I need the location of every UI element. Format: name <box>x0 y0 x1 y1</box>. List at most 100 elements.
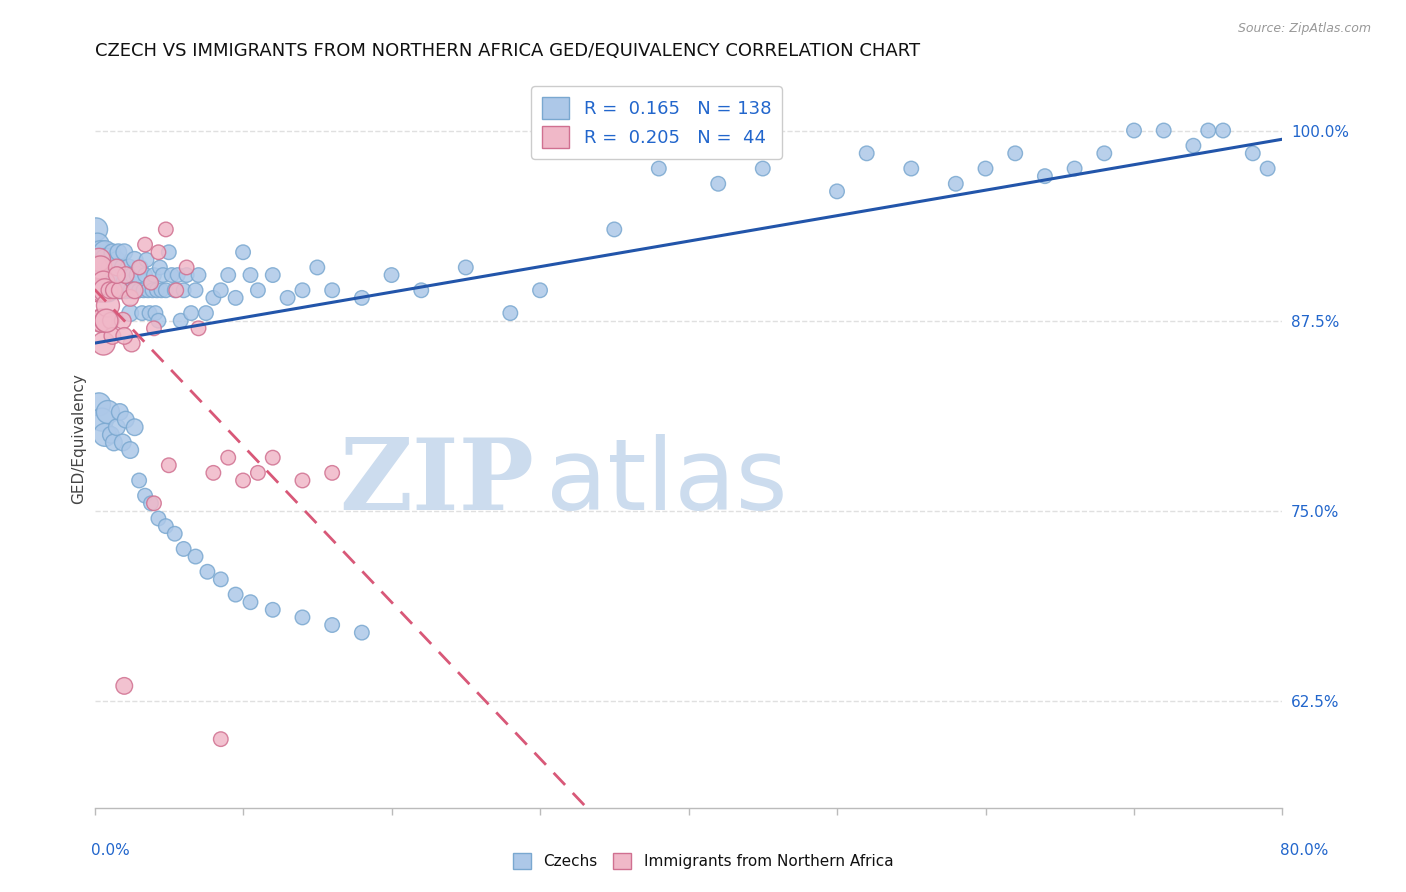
Text: 0.0%: 0.0% <box>91 843 131 858</box>
Point <box>217 450 239 465</box>
Point <box>180 306 202 320</box>
Point <box>239 595 262 609</box>
Point <box>105 276 128 290</box>
Point <box>110 283 132 297</box>
Point <box>209 283 232 297</box>
Point <box>974 161 997 176</box>
Point <box>146 283 169 297</box>
Point <box>87 397 110 411</box>
Point <box>202 466 225 480</box>
Point <box>165 283 187 297</box>
Point <box>93 260 115 275</box>
Point <box>1212 123 1234 137</box>
Point <box>98 260 121 275</box>
Point <box>139 496 162 510</box>
Point <box>121 283 143 297</box>
Point <box>900 161 922 176</box>
Point <box>136 283 159 297</box>
Point <box>114 268 136 282</box>
Point <box>103 268 125 282</box>
Point <box>100 314 122 328</box>
Point <box>96 314 118 328</box>
Point <box>84 222 107 236</box>
Point <box>96 268 118 282</box>
Point <box>124 252 146 267</box>
Point <box>411 283 433 297</box>
Point <box>101 283 124 297</box>
Point <box>157 245 180 260</box>
Point <box>127 268 149 282</box>
Point <box>187 321 209 335</box>
Point <box>114 283 136 297</box>
Point <box>87 252 110 267</box>
Point <box>350 625 373 640</box>
Point <box>173 283 195 297</box>
Point <box>98 283 121 297</box>
Point <box>150 283 173 297</box>
Point <box>945 177 967 191</box>
Point <box>499 306 522 320</box>
Point <box>97 298 120 312</box>
Point <box>122 268 145 282</box>
Point <box>97 283 120 297</box>
Point <box>131 306 153 320</box>
Legend: Czechs, Immigrants from Northern Africa: Czechs, Immigrants from Northern Africa <box>506 847 900 875</box>
Point <box>139 276 162 290</box>
Point <box>108 405 131 419</box>
Point <box>84 260 107 275</box>
Point <box>104 283 127 297</box>
Point <box>91 252 114 267</box>
Point <box>91 412 114 426</box>
Point <box>94 283 117 297</box>
Point <box>111 435 134 450</box>
Point <box>825 185 848 199</box>
Point <box>129 260 152 275</box>
Point <box>855 146 877 161</box>
Point <box>115 268 138 282</box>
Point <box>93 276 115 290</box>
Point <box>128 283 150 297</box>
Point <box>111 314 134 328</box>
Point <box>1241 146 1264 161</box>
Point <box>139 276 162 290</box>
Point <box>143 321 166 335</box>
Point <box>105 260 128 275</box>
Point <box>307 260 329 275</box>
Legend: R =  0.165   N = 138, R =  0.205   N =  44: R = 0.165 N = 138, R = 0.205 N = 44 <box>531 86 782 159</box>
Point <box>1153 123 1175 137</box>
Point <box>103 435 125 450</box>
Point <box>134 268 156 282</box>
Point <box>291 474 314 488</box>
Point <box>163 526 186 541</box>
Point <box>176 268 198 282</box>
Point <box>166 268 188 282</box>
Text: ZIP: ZIP <box>339 434 534 532</box>
Point <box>232 474 254 488</box>
Point <box>135 252 157 267</box>
Point <box>91 283 114 297</box>
Point <box>121 336 143 351</box>
Point <box>103 260 125 275</box>
Point <box>93 276 115 290</box>
Point <box>321 618 343 632</box>
Point <box>1123 123 1146 137</box>
Point <box>89 245 111 260</box>
Point <box>114 412 136 426</box>
Point <box>184 549 207 564</box>
Point <box>148 511 170 525</box>
Point <box>176 260 198 275</box>
Point <box>89 314 111 328</box>
Point <box>134 237 156 252</box>
Point <box>112 276 135 290</box>
Point <box>155 283 177 297</box>
Point <box>1182 138 1205 153</box>
Point <box>103 283 125 297</box>
Point <box>197 565 219 579</box>
Point <box>101 329 124 343</box>
Point <box>529 283 551 297</box>
Point <box>108 283 131 297</box>
Point <box>98 276 121 290</box>
Text: CZECH VS IMMIGRANTS FROM NORTHERN AFRICA GED/EQUIVALENCY CORRELATION CHART: CZECH VS IMMIGRANTS FROM NORTHERN AFRICA… <box>94 42 920 60</box>
Point <box>143 496 166 510</box>
Point <box>124 283 146 297</box>
